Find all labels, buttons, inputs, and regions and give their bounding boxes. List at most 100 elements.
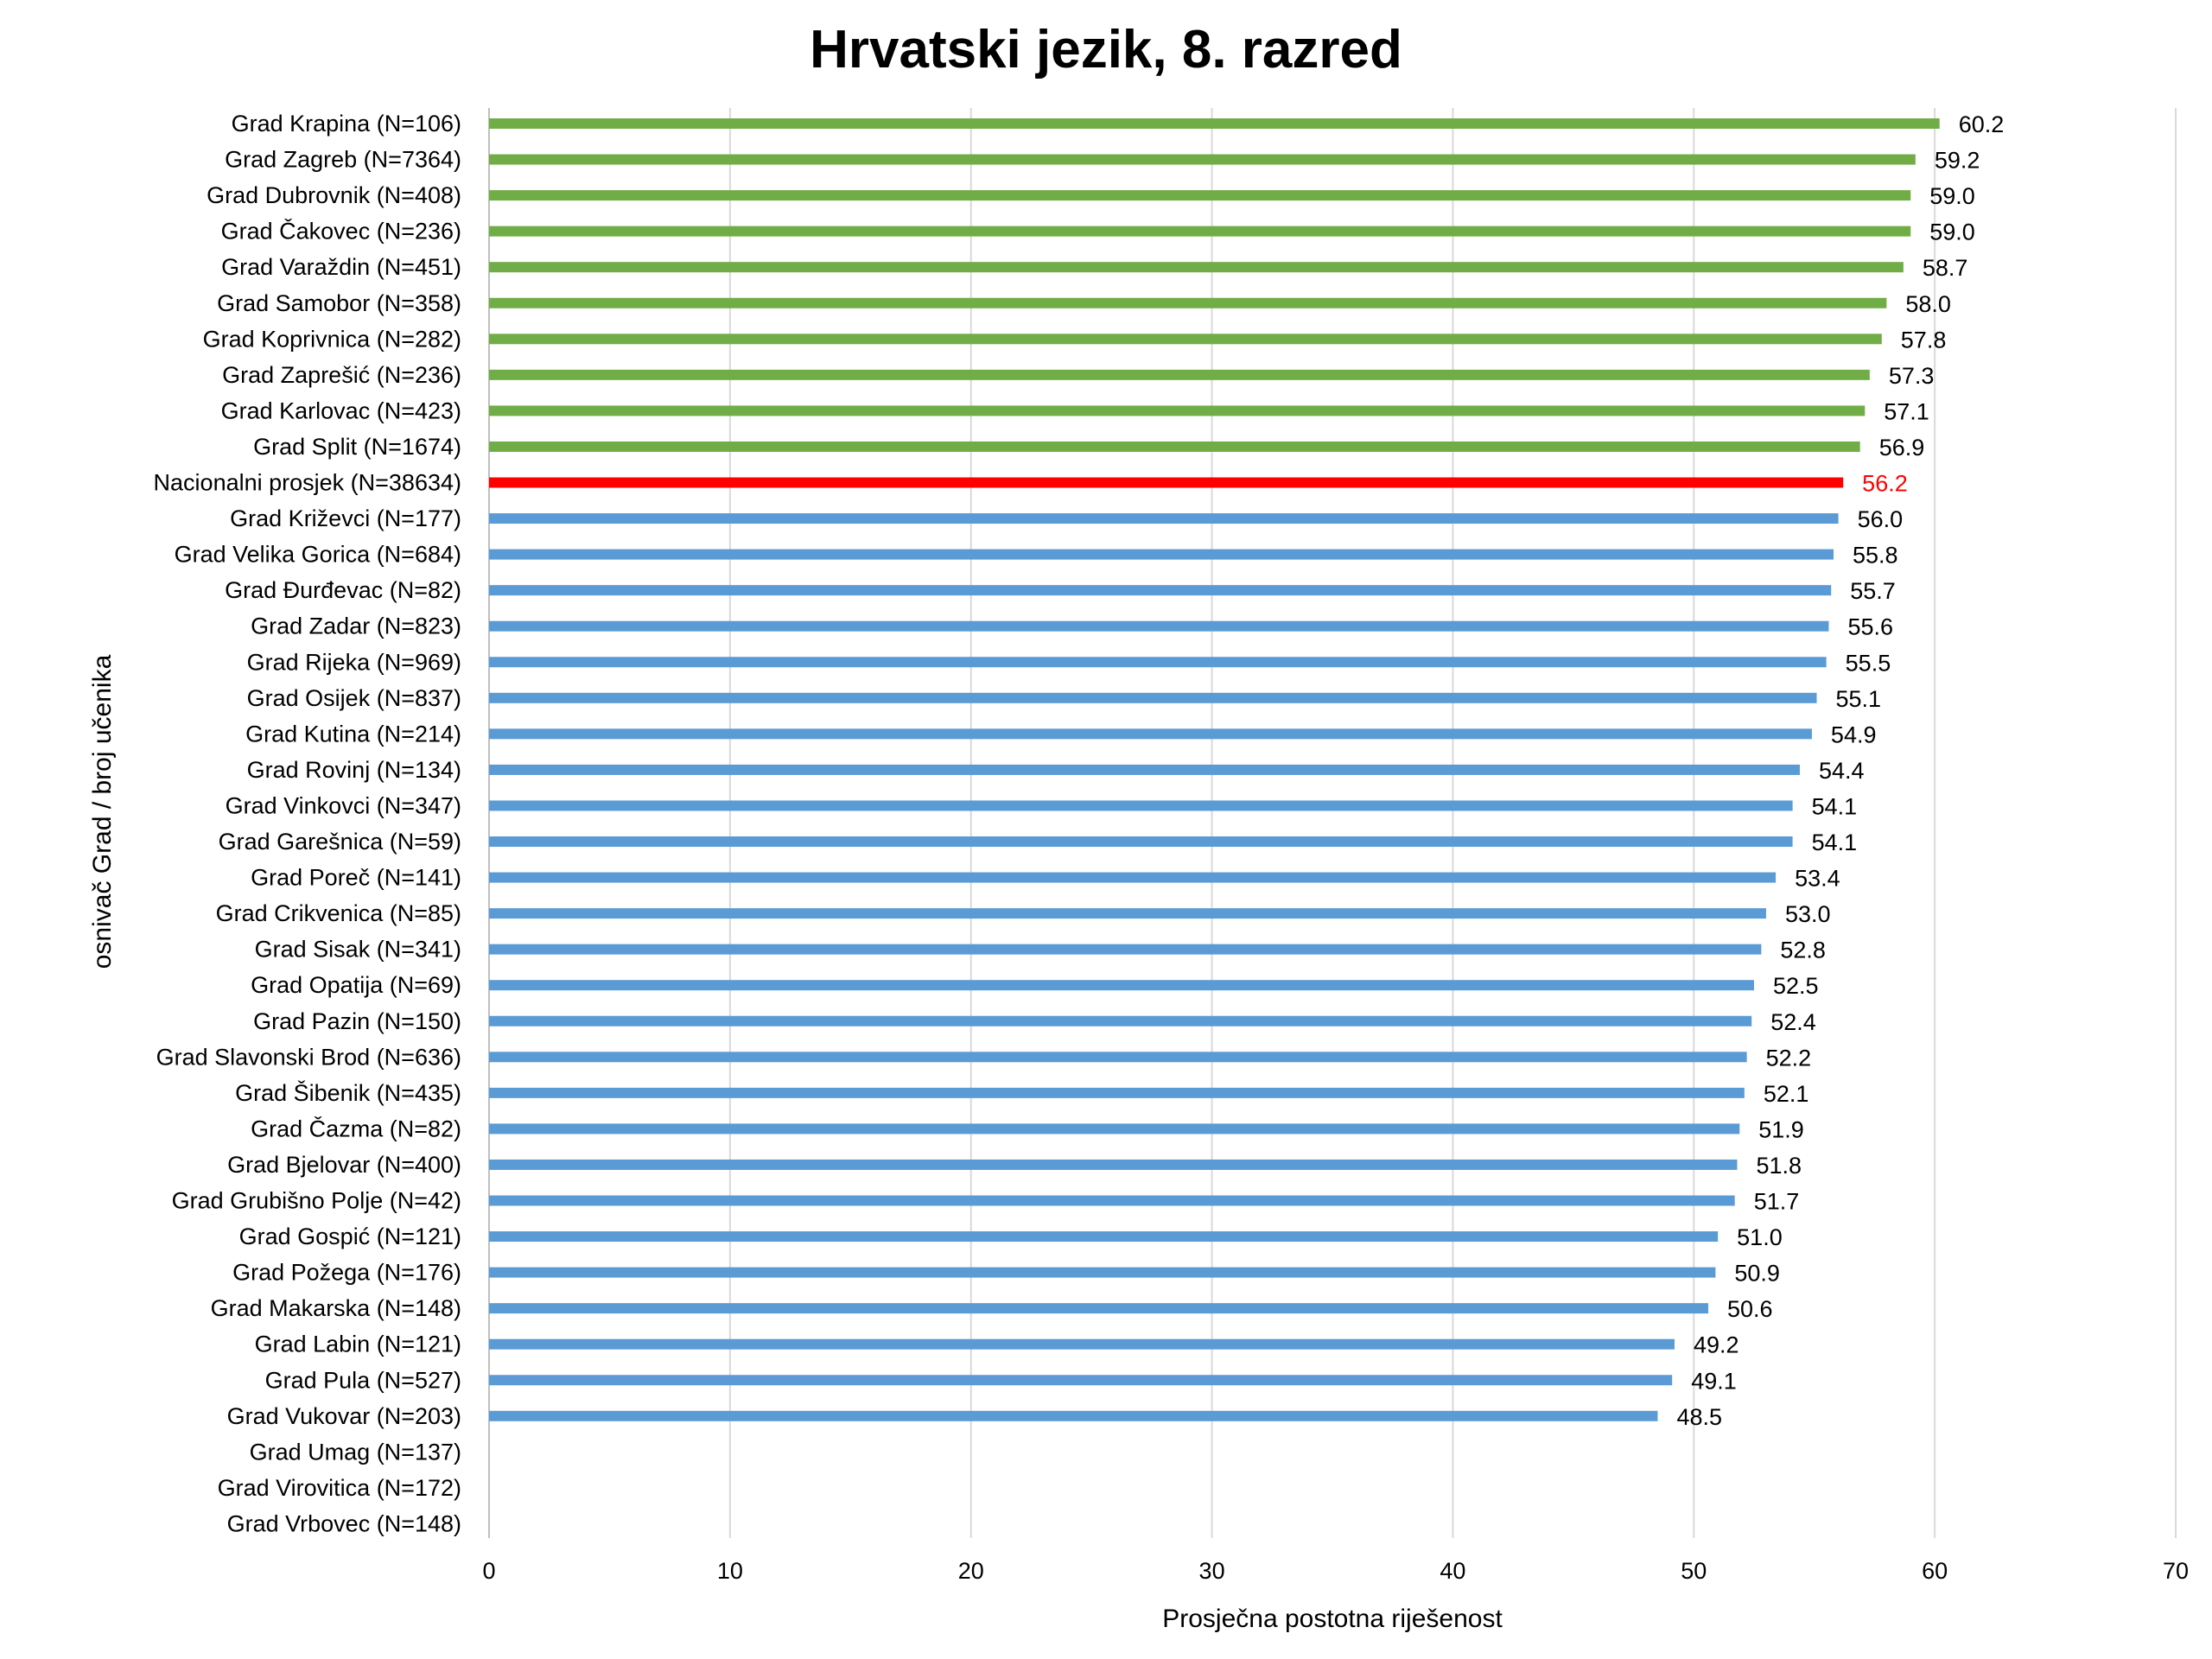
category-label: Grad Pazin (N=150)	[253, 1008, 461, 1034]
value-label: 53.4	[1795, 866, 1840, 892]
category-label: Grad Dubrovnik (N=408)	[207, 182, 461, 208]
category-label: Grad Sisak (N=341)	[255, 937, 461, 963]
value-label: 51.8	[1756, 1153, 1802, 1179]
bar	[489, 118, 1940, 129]
value-label: 57.1	[1884, 398, 1929, 424]
bar	[489, 657, 1827, 668]
bar	[489, 585, 1832, 596]
category-label: Grad Gospić (N=121)	[239, 1224, 461, 1249]
value-label: 49.1	[1691, 1368, 1737, 1394]
bar	[489, 1375, 1673, 1386]
value-label: 58.7	[1923, 255, 1968, 281]
value-label: 57.3	[1889, 363, 1935, 389]
value-label: 56.0	[1858, 506, 1904, 532]
bar	[489, 1410, 1658, 1421]
value-label: 51.7	[1754, 1189, 1800, 1215]
bar	[489, 226, 1911, 237]
bar	[489, 1303, 1709, 1314]
bar	[489, 513, 1839, 524]
bar	[489, 728, 1812, 740]
x-tick-label: 70	[2163, 1558, 2189, 1584]
value-label: 52.8	[1780, 938, 1826, 963]
bar	[489, 692, 1817, 703]
bar	[489, 369, 1870, 380]
value-label: 52.2	[1766, 1045, 1812, 1071]
gridlines	[488, 108, 2177, 1538]
category-label: Grad Pula (N=527)	[265, 1367, 461, 1393]
category-label: Grad Zagreb (N=7364)	[225, 147, 461, 173]
category-label: Grad Krapina (N=106)	[232, 111, 461, 137]
bar	[489, 944, 1762, 955]
bar	[489, 872, 1777, 883]
x-tick-label: 50	[1681, 1558, 1707, 1584]
value-label: 53.0	[1785, 901, 1831, 927]
category-label: Grad Opatija (N=69)	[251, 972, 461, 998]
value-label: 56.9	[1879, 435, 1925, 461]
category-label: Grad Crikvenica (N=85)	[216, 900, 461, 926]
value-label: 54.9	[1831, 721, 1877, 747]
category-label: Grad Vukovar (N=203)	[227, 1403, 461, 1429]
category-label: Grad Umag (N=137)	[250, 1439, 461, 1465]
bar	[489, 154, 1916, 165]
bar	[489, 1015, 1752, 1027]
bar	[489, 477, 1844, 488]
category-label: Grad Čakovec (N=236)	[221, 218, 461, 245]
category-label: Grad Varaždin (N=451)	[221, 254, 461, 280]
value-label: 54.1	[1812, 793, 1858, 819]
bar	[489, 1087, 1745, 1098]
category-label: Grad Labin (N=121)	[255, 1332, 461, 1357]
value-label: 54.4	[1819, 758, 1865, 784]
value-label: 58.0	[1905, 291, 1951, 317]
value-label: 60.2	[1959, 111, 2005, 137]
bar	[489, 1338, 1675, 1350]
value-label: 54.1	[1812, 830, 1858, 855]
bar	[489, 800, 1793, 811]
x-tick-label: 30	[1199, 1558, 1225, 1584]
value-label: 59.0	[1929, 219, 1975, 245]
value-label: 55.5	[1846, 650, 1891, 676]
category-label: Grad Vrbovec (N=148)	[227, 1510, 461, 1536]
bar	[489, 1159, 1738, 1170]
category-label: Grad Virovitica (N=172)	[218, 1475, 461, 1501]
category-label: Grad Đurđevac (N=82)	[225, 577, 461, 603]
bar	[489, 908, 1766, 919]
bar	[489, 980, 1754, 991]
bar	[489, 549, 1834, 560]
bar	[489, 1267, 1716, 1278]
bar	[489, 1195, 1735, 1206]
x-tick-label: 40	[1440, 1558, 1465, 1584]
x-tick-label: 60	[1922, 1558, 1948, 1584]
category-label: Grad Poreč (N=141)	[251, 865, 461, 891]
category-label: Grad Garešnica (N=59)	[219, 829, 461, 855]
category-label: Grad Split (N=1674)	[253, 434, 461, 460]
y-axis-title: osnivač Grad / broj učenika	[88, 654, 117, 969]
bar	[489, 190, 1911, 201]
category-label: Grad Križevci (N=177)	[230, 505, 461, 531]
bar	[489, 836, 1793, 847]
value-label: 51.0	[1737, 1224, 1783, 1250]
value-label: 52.5	[1773, 973, 1819, 999]
category-label: Grad Slavonski Brod (N=636)	[156, 1044, 461, 1070]
category-label: Grad Kutina (N=214)	[245, 721, 461, 747]
category-label: Grad Požega (N=176)	[232, 1260, 461, 1286]
x-axis-title: Prosječna postotna riješenost	[1162, 1605, 1503, 1633]
value-label: 55.6	[1847, 614, 1893, 640]
category-label: Grad Koprivnica (N=282)	[203, 326, 461, 352]
bar	[489, 262, 1904, 273]
category-label: Grad Rovinj (N=134)	[247, 757, 461, 783]
category-label: Grad Vinkovci (N=347)	[226, 792, 461, 818]
x-tick-label: 10	[717, 1558, 743, 1584]
bar	[489, 620, 1829, 632]
category-label: Grad Osijek (N=837)	[247, 685, 461, 711]
value-label: 59.0	[1929, 183, 1975, 209]
x-tick-label: 20	[958, 1558, 984, 1584]
value-label: 59.2	[1935, 148, 1980, 174]
category-label: Grad Samobor (N=358)	[217, 290, 461, 316]
bar	[489, 297, 1887, 308]
bar	[489, 441, 1860, 452]
category-label: Grad Rijeka (N=969)	[247, 649, 461, 675]
value-label: 50.9	[1734, 1261, 1780, 1287]
category-label: Grad Velika Gorica (N=684)	[175, 542, 461, 568]
value-label: 48.5	[1676, 1404, 1722, 1430]
